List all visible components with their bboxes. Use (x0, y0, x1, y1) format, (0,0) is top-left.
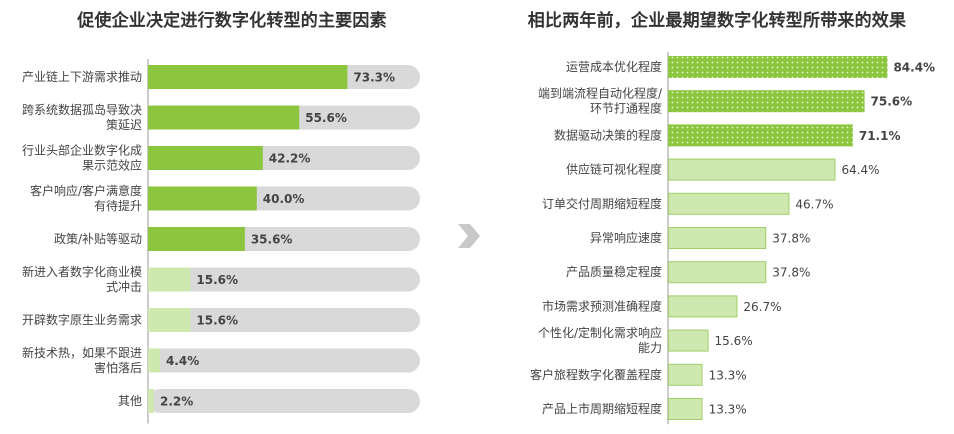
right-bar-dots (668, 124, 853, 147)
right-category-label: 产品质量稳定程度 (566, 264, 662, 279)
left-category-label: 策延迟 (106, 118, 142, 132)
right-bar (668, 192, 790, 215)
right-value-label: 37.8% (772, 232, 810, 246)
left-category-label: 开辟数字原生业务需求 (22, 312, 142, 327)
left-value-label: 4.4% (166, 354, 199, 368)
left-value-label: 35.6% (251, 233, 293, 247)
left-bar-track (148, 348, 420, 373)
left-bar (148, 65, 348, 89)
left-category-label: 行业头部企业数字化成 (22, 143, 142, 158)
right-category-label: 异常响应速度 (590, 230, 662, 245)
left-bar (148, 146, 263, 170)
right-category-label: 能力 (638, 341, 662, 355)
right-category-label: 个性化/定制化需求响应 (538, 325, 662, 340)
left-bar (148, 186, 257, 211)
right-bar (668, 158, 836, 181)
left-bar (148, 267, 191, 292)
right-category-label: 数据驱动决策的程度 (554, 127, 662, 142)
right-bar (668, 295, 738, 318)
right-category-label: 环节打通程度 (590, 101, 662, 116)
right-value-label: 13.3% (709, 368, 747, 382)
right-category-label: 订单交付周期缩短程度 (542, 196, 662, 211)
left-category-label: 跨系统数据孤岛导致决 (22, 102, 142, 117)
right-category-label: 端到端流程自动化程度/ (538, 86, 663, 101)
right-value-label: 84.4% (893, 61, 935, 75)
right-value-label: 26.7% (743, 300, 781, 314)
left-category-label: 式冲击 (106, 279, 142, 294)
left-bar-track (148, 308, 420, 332)
right-bar (668, 329, 709, 352)
left-category-label: 新技术热，如果不跟进 (22, 345, 142, 360)
left-category-label: 果示范效应 (82, 158, 142, 173)
left-category-label: 害怕落后 (94, 360, 142, 375)
right-bar (668, 363, 703, 386)
right-bar (668, 227, 767, 249)
left-bar-track (148, 267, 420, 292)
right-bar (668, 261, 767, 284)
left-bar (148, 105, 300, 130)
right-value-label: 64.4% (841, 163, 879, 177)
left-value-label: 42.2% (269, 152, 311, 166)
left-value-label: 73.3% (353, 71, 395, 85)
right-bar (668, 398, 703, 420)
right-category-label: 供应链可视化程度 (566, 162, 662, 177)
left-bar (148, 227, 245, 251)
left-value-label: 40.0% (263, 192, 305, 206)
right-bar-chart: 运营成本优化程度 84.4% 端到端流程自动化程度/环节打通程度 75.6% 数据驱动决… (530, 52, 935, 425)
left-chart-title: 促使企业决定进行数字化转型的主要因素 (77, 11, 387, 31)
left-category-label: 有待提升 (94, 198, 142, 213)
left-bar (148, 348, 160, 373)
arrow-shape (458, 224, 480, 248)
left-category-label: 政策/补贴等驱动 (54, 232, 142, 246)
right-bar-dots (668, 90, 865, 113)
chevron-right-icon (458, 224, 480, 248)
right-value-label: 37.8% (772, 266, 810, 280)
right-bar-dots (668, 56, 888, 78)
right-value-label: 15.6% (715, 334, 753, 348)
right-category-label: 客户旅程数字化覆盖程度 (530, 367, 662, 382)
left-category-label: 产业链上下游需求推动 (22, 69, 142, 84)
right-category-label: 市场需求预测准确程度 (542, 298, 662, 313)
left-bar-track (148, 389, 420, 413)
right-chart-title: 相比两年前，企业最期望数字化转型所带来的效果 (527, 11, 907, 31)
left-category-label: 新进入者数字化商业模 (22, 264, 142, 279)
left-bar (148, 308, 191, 332)
right-value-label: 75.6% (871, 95, 913, 109)
right-value-label: 13.3% (709, 403, 747, 417)
left-category-label: 其他 (118, 394, 142, 408)
left-value-label: 15.6% (196, 273, 238, 287)
left-value-label: 55.6% (305, 111, 347, 125)
left-bar (148, 389, 154, 413)
left-value-label: 2.2% (160, 395, 193, 409)
right-category-label: 运营成本优化程度 (566, 59, 662, 74)
right-value-label: 71.1% (859, 129, 901, 143)
right-category-label: 产品上市周期缩短程度 (542, 401, 662, 416)
right-value-label: 46.7% (795, 197, 833, 211)
left-value-label: 15.6% (196, 314, 238, 328)
left-category-label: 客户响应/客户满意度 (30, 183, 142, 198)
